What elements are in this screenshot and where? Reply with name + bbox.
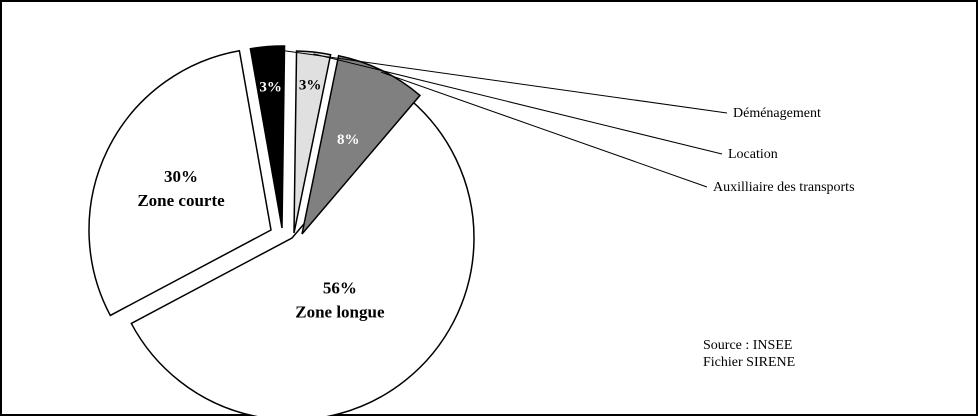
callout-label: Déménagement (733, 106, 821, 121)
slice-label: 8% (337, 132, 360, 148)
leader-line (380, 71, 708, 188)
labels-layer: 56% Zone longue 30% Zone courte 3% Déménageme… (137, 78, 854, 322)
source-line-2: Fichier SIRENE (703, 355, 795, 370)
callout-label: Auxilliaire des transports (713, 180, 855, 195)
leaders-layer (267, 47, 728, 188)
pie-slice-d-m-nagement (249, 45, 286, 229)
leader-line (267, 47, 728, 114)
slices-layer (88, 45, 475, 416)
leader-line (313, 53, 723, 155)
slice-label: 56% Zone longue (295, 279, 385, 322)
slice-label: 30% Zone courte (137, 167, 225, 210)
slice-label: 3% (259, 79, 282, 95)
pie-slice-location (293, 50, 332, 234)
callout-label: Location (728, 147, 778, 162)
pie-slice-zone-courte (88, 49, 272, 317)
source-line-1: Source : INSEE (703, 338, 792, 353)
pie-slice-zone-longue (130, 98, 475, 416)
slice-label: 3% (299, 78, 322, 94)
